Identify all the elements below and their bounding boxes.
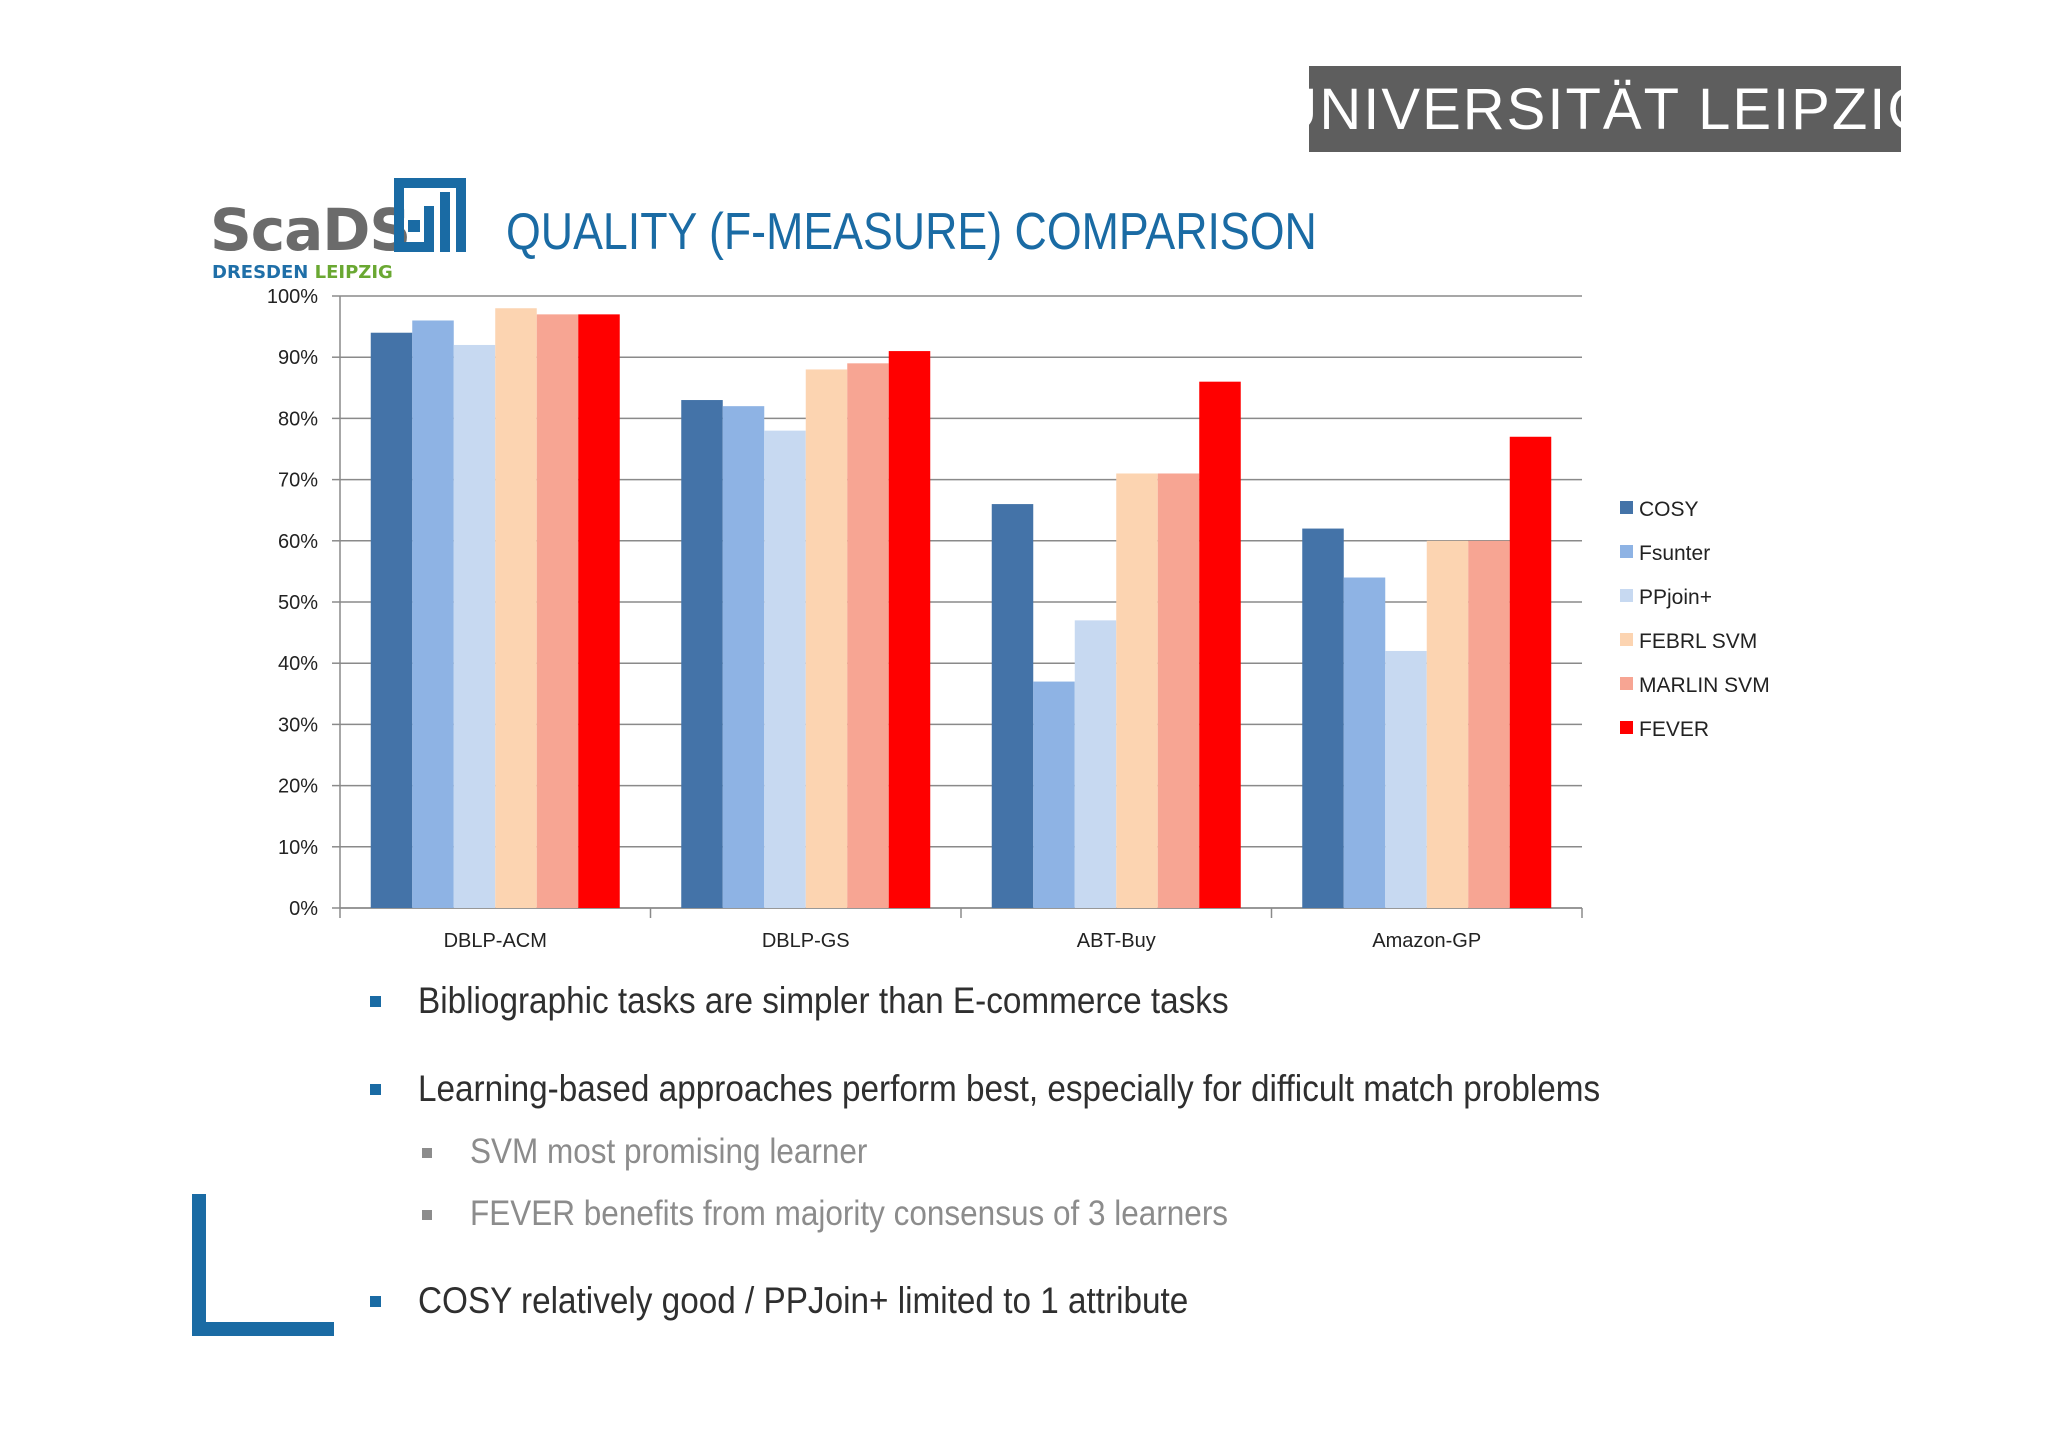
slide-title: QUALITY (F-MEASURE) COMPARISON <box>506 203 1317 261</box>
bullet-marker <box>370 996 381 1007</box>
bullet-text: Learning-based approaches perform best, … <box>418 1068 1601 1109</box>
legend-label: MARLIN SVM <box>1639 674 1770 697</box>
x-tick-label: DBLP-GS <box>762 930 850 952</box>
bullet-marker <box>370 1296 381 1307</box>
y-tick-label: 70% <box>278 470 318 492</box>
legend-label: Fsunter <box>1639 542 1710 565</box>
legend-label: PPjoin+ <box>1639 586 1712 609</box>
legend-swatch <box>1620 633 1633 646</box>
corner-bracket-vertical <box>192 1194 206 1336</box>
y-tick-label: 100% <box>267 286 318 308</box>
scads-logo-subtitle: DRESDEN LEIPZIG <box>212 262 393 283</box>
bar <box>681 400 723 908</box>
bar <box>536 314 579 908</box>
y-tick-label: 40% <box>278 653 318 675</box>
legend-swatch <box>1620 677 1633 690</box>
scads-sub-leipzig: LEIPZIG <box>314 262 393 283</box>
university-name: UNIVERSITÄT LEIPZIG <box>1275 76 1935 142</box>
x-tick-label: ABT-Buy <box>1077 930 1156 952</box>
y-tick-label: 10% <box>278 837 318 859</box>
bar <box>1426 540 1469 908</box>
bar <box>722 406 765 908</box>
legend-swatch <box>1620 721 1633 734</box>
y-tick-label: 90% <box>278 347 318 369</box>
scads-logo: ScaDS DRESDEN LEIPZIG <box>210 176 470 284</box>
bar <box>412 320 454 909</box>
legend-label: FEVER <box>1639 718 1709 741</box>
bar <box>1033 681 1075 908</box>
scads-sub-dresden: DRESDEN <box>212 262 309 283</box>
sub-bullet-marker <box>422 1210 432 1220</box>
bar <box>495 308 537 908</box>
bullet-text: Bibliographic tasks are simpler than E-c… <box>418 980 1229 1021</box>
bar <box>764 430 806 908</box>
sub-bullet-text: FEVER benefits from majority consensus o… <box>470 1194 1229 1233</box>
x-tick-label: DBLP-ACM <box>444 930 547 952</box>
sub-bullet-text: SVM most promising learner <box>470 1132 868 1171</box>
bar <box>991 504 1034 908</box>
bar <box>1509 436 1552 908</box>
bar <box>805 369 848 908</box>
corner-bracket-decoration <box>192 1194 334 1336</box>
university-banner: UNIVERSITÄT LEIPZIG <box>1276 66 1932 152</box>
f-measure-bar-chart: 0% 10% 20% 30% 40% 50% 60% 70% 80% 90% 100% DBLP-AC… <box>267 286 1770 952</box>
legend-swatch <box>1620 501 1633 514</box>
bullet-marker <box>370 1084 381 1095</box>
bullet-text: COSY relatively good / PPJoin+ limited t… <box>418 1280 1189 1321</box>
y-tick-label: 20% <box>278 776 318 798</box>
legend-swatch <box>1620 589 1633 602</box>
bar <box>370 332 413 909</box>
bar <box>1343 577 1386 908</box>
scads-logo-word: ScaDS <box>210 196 411 264</box>
y-tick-label: 80% <box>278 408 318 430</box>
legend-label: COSY <box>1639 498 1699 521</box>
bar <box>888 351 931 909</box>
bar <box>453 344 496 909</box>
bar <box>1116 473 1158 908</box>
bar <box>1074 620 1117 908</box>
bar <box>1302 528 1344 908</box>
y-tick-label: 0% <box>289 898 318 920</box>
scads-logo-mark <box>394 178 466 252</box>
legend-label: FEBRL SVM <box>1639 630 1757 653</box>
bar <box>578 314 620 908</box>
bar <box>847 363 889 908</box>
bar <box>1157 473 1200 908</box>
bar <box>1468 540 1510 908</box>
corner-bracket-horizontal <box>192 1322 334 1336</box>
x-tick-label: Amazon-GP <box>1372 930 1481 952</box>
sub-bullet-marker <box>422 1148 432 1158</box>
y-tick-label: 50% <box>278 592 318 614</box>
bar <box>1385 650 1427 908</box>
y-tick-label: 30% <box>278 714 318 736</box>
bar <box>1199 381 1241 908</box>
y-tick-label: 60% <box>278 531 318 553</box>
legend-swatch <box>1620 545 1633 558</box>
